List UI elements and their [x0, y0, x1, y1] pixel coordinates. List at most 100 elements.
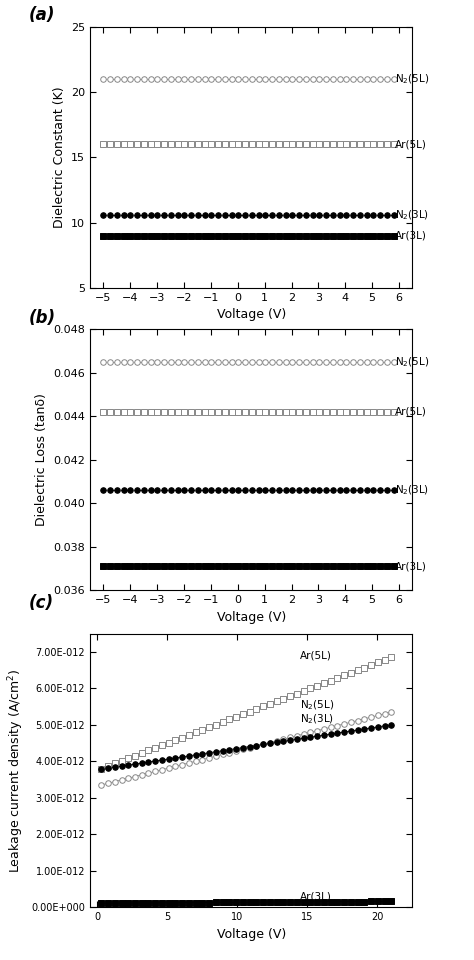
Point: [313, 723, 321, 738]
Point: [111, 896, 118, 911]
Point: [219, 743, 227, 758]
Point: [212, 749, 220, 764]
Point: [295, 136, 303, 152]
Point: [356, 71, 364, 86]
Point: [388, 717, 395, 732]
Point: [208, 228, 215, 244]
X-axis label: Voltage (V): Voltage (V): [217, 611, 286, 624]
Point: [390, 207, 397, 223]
Point: [192, 747, 200, 762]
Point: [98, 896, 105, 911]
Point: [295, 207, 303, 223]
Point: [187, 207, 195, 223]
Point: [275, 354, 283, 370]
Point: [354, 722, 361, 737]
Point: [241, 207, 249, 223]
Point: [152, 895, 159, 910]
Point: [374, 719, 382, 734]
Point: [262, 228, 269, 244]
Point: [363, 136, 370, 152]
Point: [280, 691, 287, 707]
Point: [140, 136, 148, 152]
Point: [390, 404, 397, 420]
Point: [327, 894, 335, 909]
Point: [266, 735, 273, 751]
Point: [160, 71, 168, 86]
Point: [145, 743, 152, 758]
Point: [174, 228, 182, 244]
Point: [376, 136, 384, 152]
Point: [172, 758, 179, 774]
Point: [282, 354, 290, 370]
Point: [205, 895, 213, 910]
Point: [221, 483, 229, 498]
Point: [376, 354, 384, 370]
Point: [194, 207, 202, 223]
Point: [329, 354, 337, 370]
Point: [199, 752, 206, 767]
Text: Ar(3L): Ar(3L): [300, 892, 332, 902]
Point: [349, 228, 357, 244]
Point: [120, 228, 128, 244]
X-axis label: Voltage (V): Voltage (V): [217, 927, 286, 941]
Point: [111, 774, 118, 789]
Point: [152, 740, 159, 756]
Point: [212, 895, 220, 910]
Point: [133, 136, 141, 152]
Point: [228, 404, 236, 420]
Point: [158, 895, 166, 910]
Point: [133, 483, 141, 498]
Point: [343, 228, 350, 244]
Point: [154, 559, 161, 574]
Point: [113, 354, 121, 370]
Point: [127, 71, 134, 86]
Point: [172, 895, 179, 910]
Point: [228, 71, 236, 86]
Point: [199, 895, 206, 910]
Point: [262, 354, 269, 370]
Point: [154, 71, 161, 86]
Point: [327, 727, 335, 742]
Point: [336, 404, 343, 420]
Point: [208, 354, 215, 370]
Point: [349, 354, 357, 370]
Point: [226, 742, 233, 757]
Point: [120, 207, 128, 223]
Point: [228, 207, 236, 223]
Point: [343, 404, 350, 420]
Point: [214, 483, 222, 498]
Point: [138, 745, 146, 760]
Point: [336, 228, 343, 244]
Point: [214, 71, 222, 86]
Point: [185, 728, 193, 743]
Point: [100, 559, 107, 574]
Point: [316, 559, 323, 574]
Point: [363, 404, 370, 420]
Point: [208, 483, 215, 498]
Point: [174, 207, 182, 223]
Point: [367, 894, 375, 909]
Point: [316, 483, 323, 498]
Point: [185, 756, 193, 771]
Point: [349, 136, 357, 152]
Point: [201, 483, 209, 498]
Point: [356, 207, 364, 223]
Point: [289, 559, 296, 574]
Point: [208, 559, 215, 574]
Point: [178, 756, 186, 772]
Point: [316, 71, 323, 86]
Point: [361, 711, 368, 727]
Point: [295, 559, 303, 574]
Point: [208, 71, 215, 86]
Point: [98, 761, 105, 777]
Point: [322, 207, 330, 223]
Point: [107, 71, 114, 86]
Point: [145, 765, 152, 780]
Point: [138, 767, 146, 782]
Point: [343, 207, 350, 223]
Point: [289, 404, 296, 420]
Point: [232, 709, 240, 725]
Point: [282, 559, 290, 574]
Point: [293, 728, 301, 743]
Point: [133, 207, 141, 223]
